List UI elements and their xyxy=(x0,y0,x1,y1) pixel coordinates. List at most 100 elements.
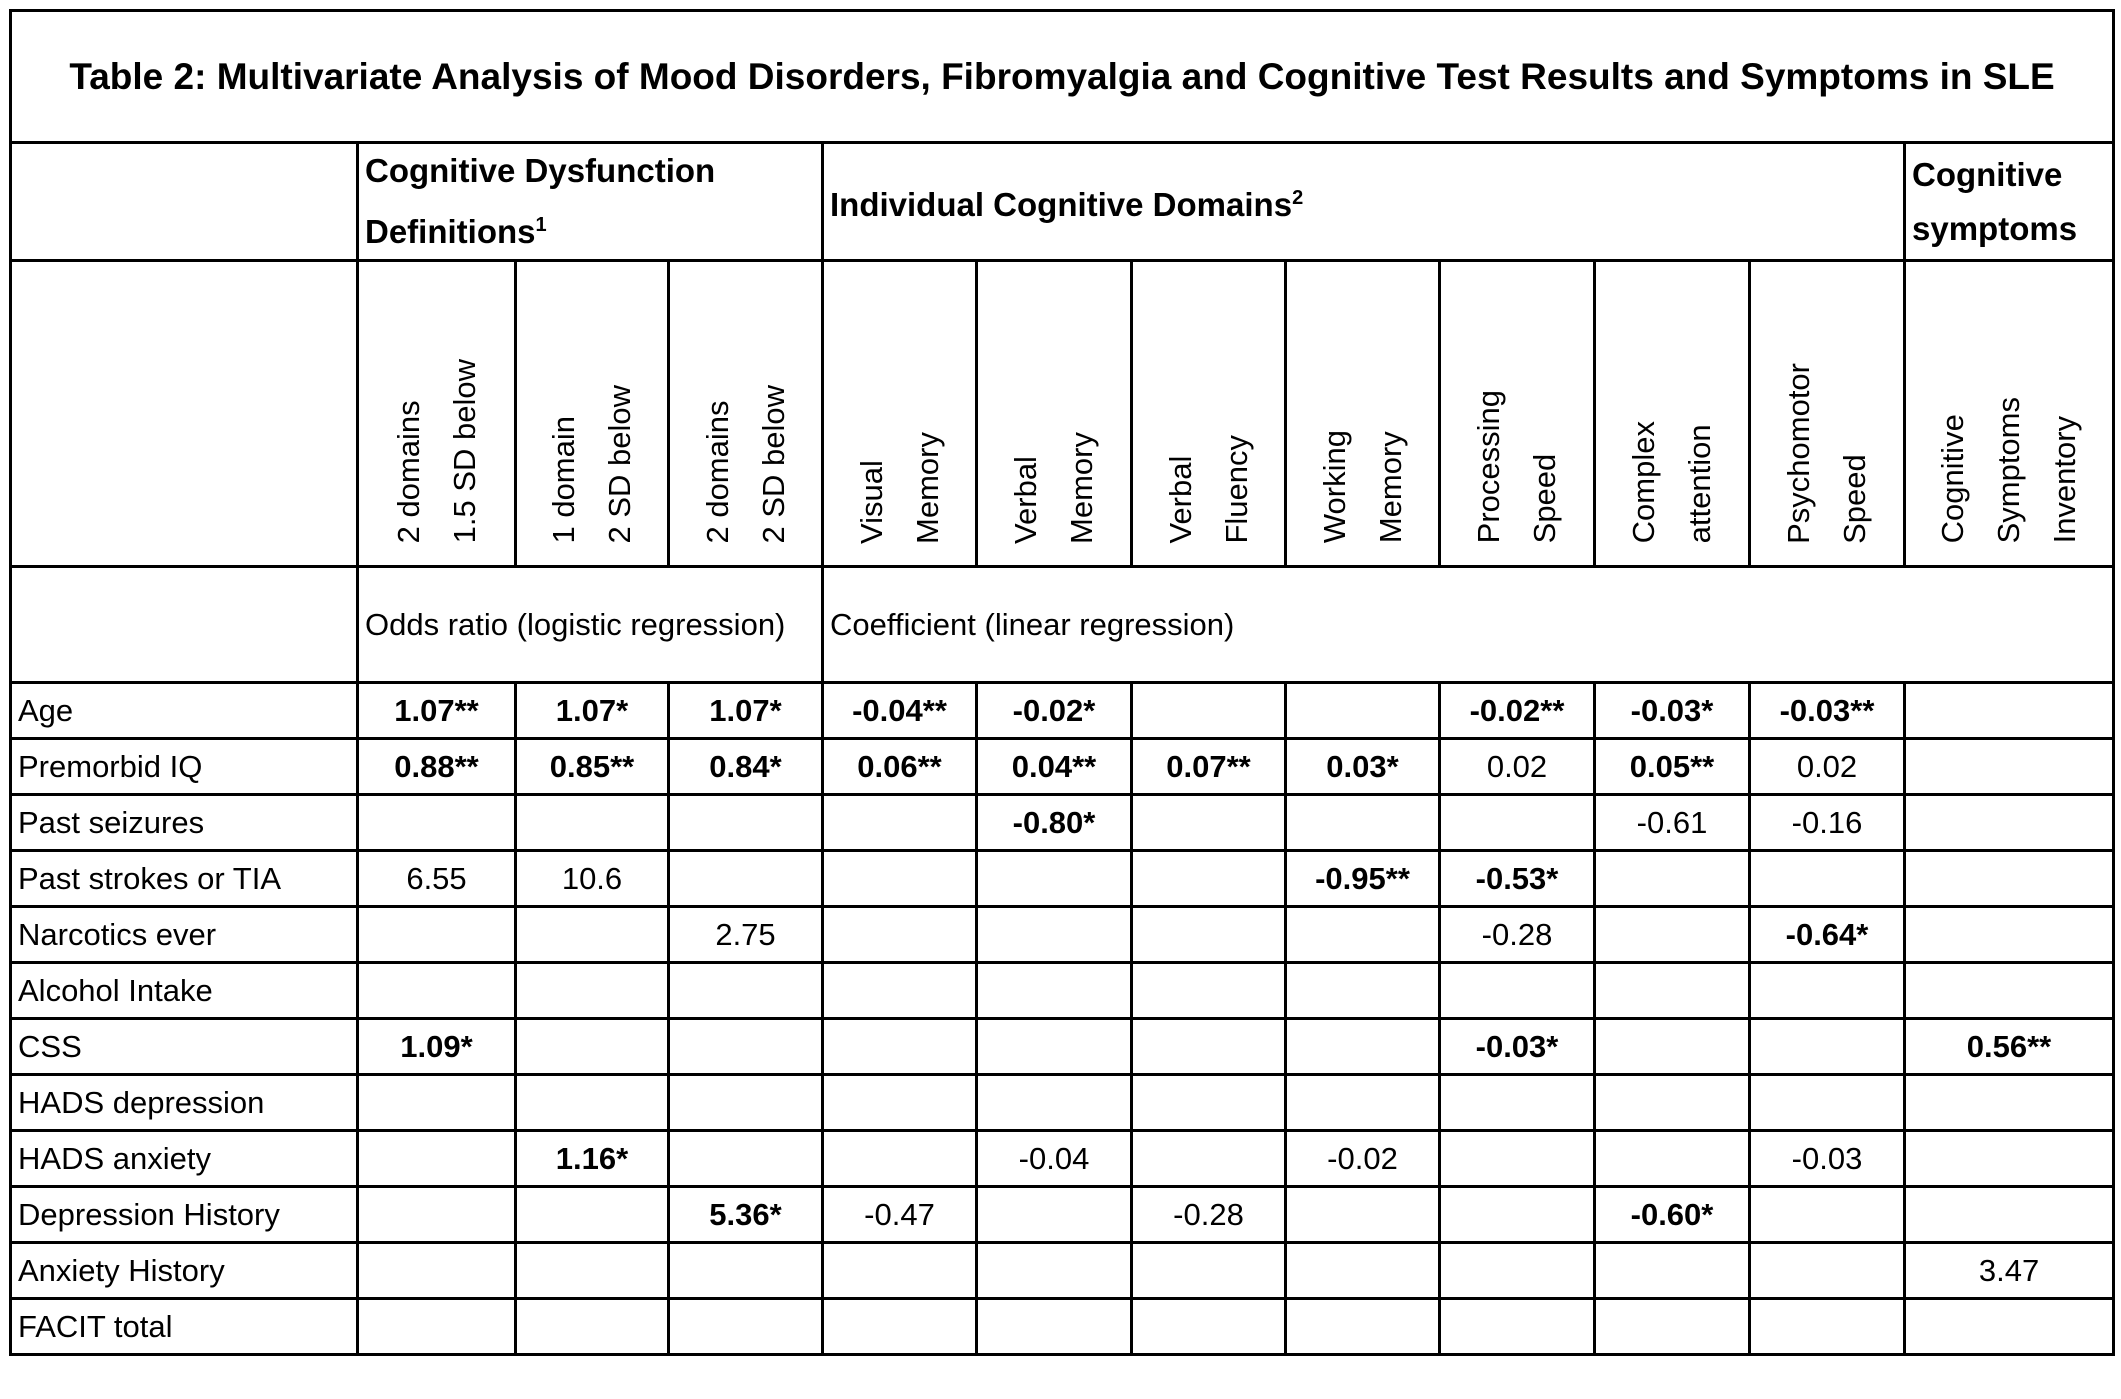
table-cell xyxy=(1593,1017,1751,1076)
row-label: FACIT total xyxy=(9,1297,359,1356)
table-cell xyxy=(1284,905,1441,964)
table-cell xyxy=(821,1241,978,1300)
column-header: Cognitive Symptoms Inventory xyxy=(1902,259,2116,568)
column-header-line: Cognitive xyxy=(1935,414,1971,544)
table-cell: -0.47 xyxy=(821,1185,978,1244)
table-row: Depression History 5.36* -0.47 -0.28 -0.60* xyxy=(9,1185,2116,1244)
table-cell xyxy=(975,1297,1133,1356)
table-cell xyxy=(667,793,824,852)
table-cell: 0.05** xyxy=(1593,737,1751,796)
table-cell xyxy=(1130,905,1287,964)
table-cell: 1.07** xyxy=(356,681,517,740)
column-header: Visual Memory xyxy=(821,259,978,568)
method-row: Odds ratio (logistic regression) Coeffici… xyxy=(9,565,2116,684)
table-cell: 0.04** xyxy=(975,737,1133,796)
table-cell: -0.28 xyxy=(1438,905,1596,964)
table-row: Anxiety History 3.47 xyxy=(9,1241,2116,1300)
table-cell xyxy=(821,905,978,964)
table-cell xyxy=(667,1073,824,1132)
table-cell xyxy=(975,1017,1133,1076)
table-cell xyxy=(356,961,517,1020)
table-cell xyxy=(1438,961,1596,1020)
row-label: Past strokes or TIA xyxy=(9,849,359,908)
table-cell xyxy=(1902,849,2116,908)
table-cell xyxy=(1593,961,1751,1020)
row-label: HADS anxiety xyxy=(9,1129,359,1188)
table-cell xyxy=(1438,1129,1596,1188)
table-cell: 1.07* xyxy=(514,681,670,740)
footnote-marker: 1 xyxy=(535,214,547,236)
table-cell xyxy=(1593,1073,1751,1132)
column-header-line: Verbal xyxy=(1162,455,1198,544)
column-header: Complex attention xyxy=(1593,259,1751,568)
table-cell xyxy=(667,961,824,1020)
table-cell xyxy=(975,905,1133,964)
column-header-line: Speed xyxy=(1837,453,1872,544)
table-cell xyxy=(1748,961,1906,1020)
table-cell: 1.07* xyxy=(667,681,824,740)
table-cell: 0.56** xyxy=(1902,1017,2116,1076)
table-cell xyxy=(667,1241,824,1300)
table-cell xyxy=(356,1297,517,1356)
table-cell: 0.07** xyxy=(1130,737,1287,796)
table-cell xyxy=(1748,1073,1906,1132)
table-cell: -0.03 xyxy=(1748,1129,1906,1188)
column-header-line: Speed xyxy=(1527,453,1562,544)
column-header: 2 domains 2 SD below xyxy=(667,259,824,568)
table-cell xyxy=(1284,961,1441,1020)
table-cell: -0.95** xyxy=(1284,849,1441,908)
table-cell xyxy=(514,1241,670,1300)
table-cell xyxy=(1902,681,2116,740)
column-header-row: 2 domains 1.5 SD below 1 domain 2 SD below 2… xyxy=(9,259,2116,568)
table-cell xyxy=(1902,793,2116,852)
column-header-line: Working xyxy=(1316,430,1352,544)
table-cell: -0.53* xyxy=(1438,849,1596,908)
column-header-line: Symptoms xyxy=(1991,397,2027,544)
empty-corner-cell xyxy=(9,565,359,684)
table-cell xyxy=(1902,1185,2116,1244)
table-cell xyxy=(821,1017,978,1076)
column-group-header: Cognitive Dysfunction Definitions1 xyxy=(356,141,824,262)
table-cell xyxy=(1284,1297,1441,1356)
table-cell xyxy=(356,905,517,964)
table-cell: 1.16* xyxy=(514,1129,670,1188)
method-label: Coefficient (linear regression) xyxy=(820,565,2116,684)
table-cell xyxy=(1438,1241,1596,1300)
table-cell xyxy=(1130,1297,1287,1356)
table-cell xyxy=(356,793,517,852)
table-cell: -0.02** xyxy=(1438,681,1596,740)
table-cell xyxy=(514,961,670,1020)
table-row: HADS anxiety 1.16* -0.04 -0.02 -0.03 xyxy=(9,1129,2116,1188)
table-row: HADS depression xyxy=(9,1073,2116,1132)
table-cell xyxy=(667,1297,824,1356)
table-row: Age 1.07** 1.07* 1.07* -0.04** -0.02* -0.02** -… xyxy=(9,681,2116,740)
column-header-line: attention xyxy=(1682,424,1717,544)
table-cell: -0.02 xyxy=(1284,1129,1441,1188)
row-label: Depression History xyxy=(9,1185,359,1244)
table-cell xyxy=(1130,1073,1287,1132)
column-header-line: 2 domains xyxy=(390,400,426,544)
table-cell: 10.6 xyxy=(514,849,670,908)
table-cell: -0.03* xyxy=(1593,681,1751,740)
table-cell xyxy=(1438,1073,1596,1132)
table-cell: 2.75 xyxy=(667,905,824,964)
table-cell xyxy=(1748,1241,1906,1300)
table-cell xyxy=(821,1297,978,1356)
group-label: Cognitive symptoms xyxy=(1912,155,2078,247)
table-cell: 3.47 xyxy=(1902,1241,2116,1300)
table-cell: -0.61 xyxy=(1593,793,1751,852)
table-cell xyxy=(821,793,978,852)
table-cell: 6.55 xyxy=(356,849,517,908)
empty-corner-cell xyxy=(9,141,359,262)
table-cell xyxy=(1130,681,1287,740)
column-header: Verbal Memory xyxy=(975,259,1133,568)
table-cell xyxy=(1748,1017,1906,1076)
table-cell xyxy=(821,1073,978,1132)
table-row: CSS 1.09* -0.03* 0.56** xyxy=(9,1017,2116,1076)
table-cell xyxy=(1902,905,2116,964)
table-cell xyxy=(1438,793,1596,852)
row-label: CSS xyxy=(9,1017,359,1076)
table-cell xyxy=(1130,793,1287,852)
table-cell xyxy=(1284,793,1441,852)
table-cell xyxy=(1284,1073,1441,1132)
